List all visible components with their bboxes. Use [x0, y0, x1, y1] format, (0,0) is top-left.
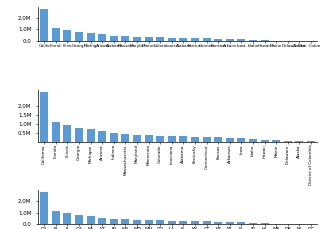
Bar: [249, 139, 257, 142]
Bar: [237, 222, 245, 224]
Bar: [52, 122, 60, 142]
Bar: [145, 220, 153, 224]
Bar: [40, 192, 48, 224]
Bar: [98, 131, 106, 142]
Bar: [40, 9, 48, 41]
Bar: [214, 222, 222, 224]
Bar: [226, 39, 234, 41]
Bar: [121, 134, 130, 142]
Bar: [203, 221, 211, 224]
Bar: [226, 138, 234, 142]
Bar: [63, 213, 71, 224]
Bar: [40, 93, 48, 142]
Bar: [203, 137, 211, 142]
Bar: [98, 218, 106, 224]
Bar: [260, 140, 269, 142]
Bar: [63, 125, 71, 142]
Bar: [214, 39, 222, 41]
Bar: [52, 28, 60, 41]
Bar: [191, 221, 199, 224]
Bar: [226, 222, 234, 224]
Bar: [295, 141, 303, 142]
Bar: [272, 140, 280, 142]
Bar: [75, 128, 83, 142]
Bar: [191, 137, 199, 142]
Bar: [237, 138, 245, 142]
Bar: [191, 38, 199, 41]
Bar: [179, 221, 188, 224]
Bar: [86, 129, 95, 142]
Bar: [179, 38, 188, 41]
Bar: [86, 33, 95, 41]
Bar: [75, 32, 83, 41]
Bar: [145, 135, 153, 142]
Bar: [168, 38, 176, 41]
Bar: [156, 38, 164, 41]
Bar: [63, 30, 71, 41]
Bar: [110, 133, 118, 142]
Bar: [121, 219, 130, 224]
Bar: [133, 220, 141, 224]
Bar: [249, 223, 257, 224]
Bar: [156, 221, 164, 224]
Bar: [52, 211, 60, 224]
Bar: [179, 136, 188, 142]
Bar: [237, 39, 245, 41]
Bar: [284, 141, 292, 142]
Bar: [249, 40, 257, 41]
Bar: [75, 215, 83, 224]
Bar: [168, 221, 176, 224]
Bar: [156, 136, 164, 142]
Bar: [214, 137, 222, 142]
Bar: [133, 37, 141, 41]
Bar: [98, 35, 106, 41]
Bar: [203, 38, 211, 41]
Bar: [86, 216, 95, 224]
Bar: [133, 135, 141, 142]
Bar: [168, 136, 176, 142]
Bar: [110, 219, 118, 224]
Bar: [145, 37, 153, 41]
Bar: [110, 36, 118, 41]
Bar: [121, 36, 130, 41]
